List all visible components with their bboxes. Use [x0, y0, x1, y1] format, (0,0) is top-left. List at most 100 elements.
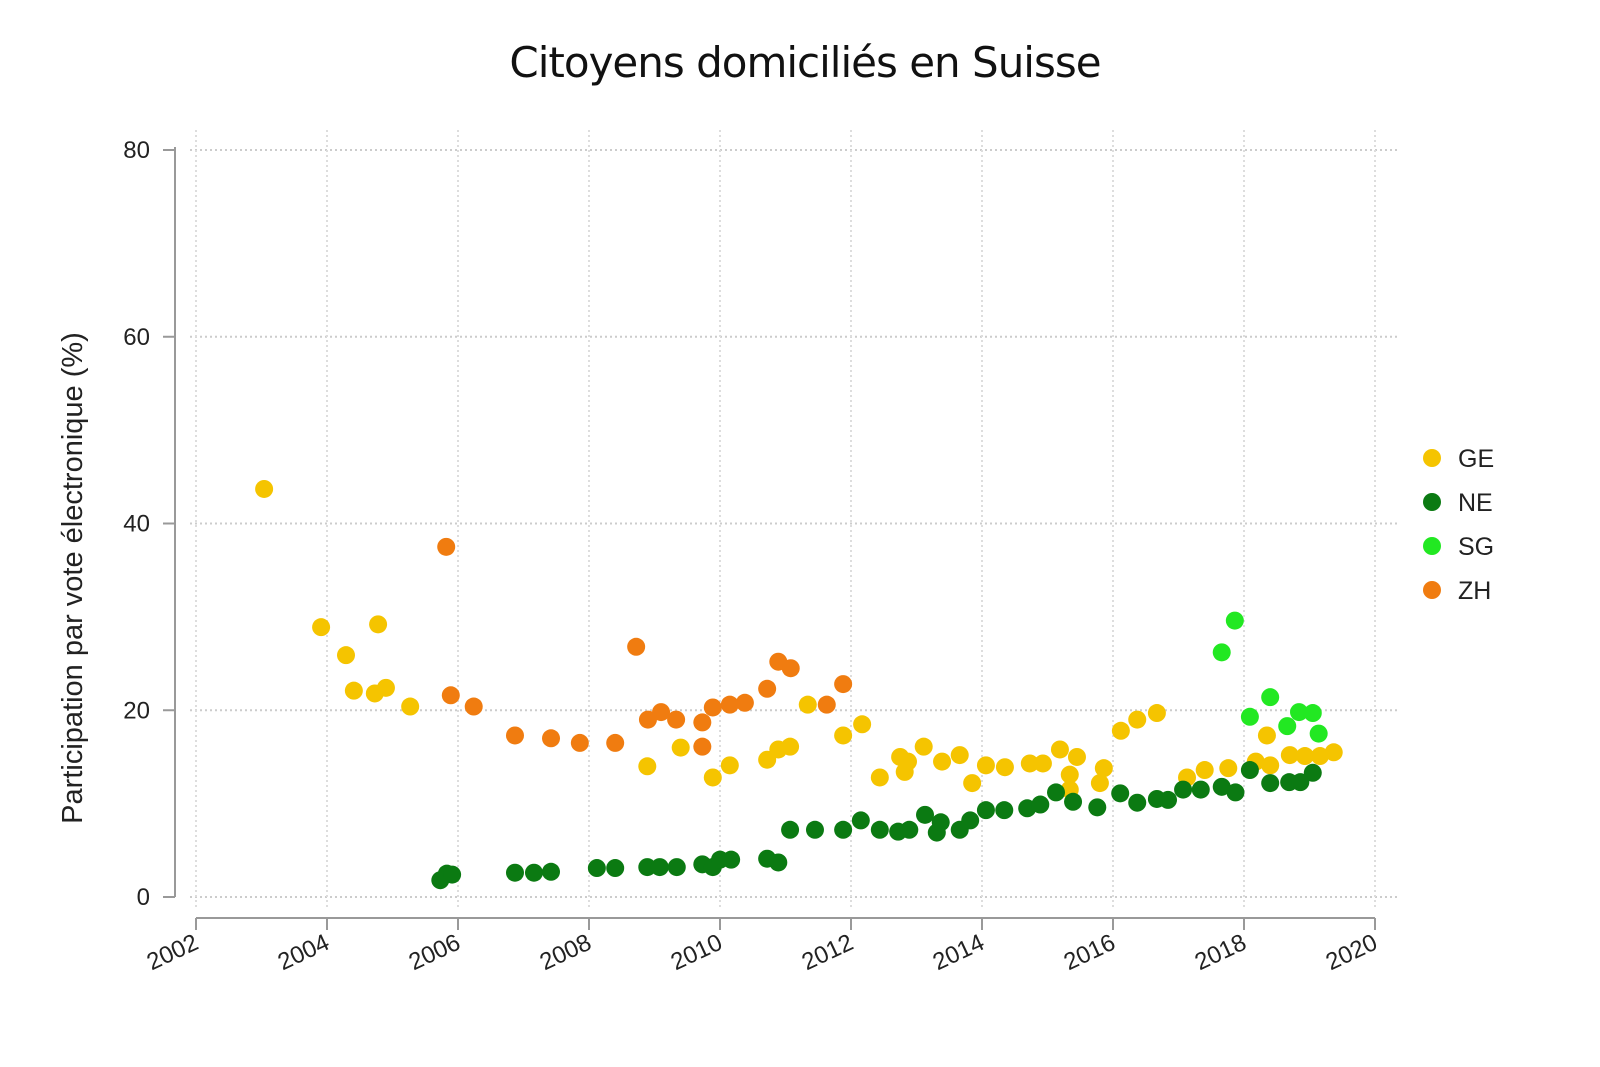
x-tick-label: 2010	[667, 929, 727, 976]
x-tick-label: 2008	[536, 929, 596, 976]
point-ne	[900, 820, 919, 839]
point-ne	[1226, 783, 1245, 802]
point-ne	[1031, 795, 1050, 814]
point-ge	[853, 715, 872, 734]
x-tick-label: 2020	[1322, 929, 1382, 976]
point-ge	[1257, 726, 1276, 745]
point-sg	[1278, 717, 1297, 736]
point-ge	[1020, 754, 1039, 773]
point-ge	[1195, 761, 1214, 780]
point-zh	[758, 679, 777, 698]
point-ne	[870, 820, 889, 839]
point-ne	[805, 820, 824, 839]
point-ge	[834, 726, 853, 745]
chart-title: Citoyens domiciliés en Suisse	[509, 38, 1101, 87]
legend-marker-sg	[1423, 537, 1441, 555]
point-ne	[1240, 761, 1259, 780]
point-sg	[1309, 724, 1328, 743]
point-zh	[693, 713, 712, 732]
point-zh	[781, 659, 800, 678]
point-ne	[1159, 790, 1178, 809]
point-zh	[437, 537, 456, 556]
point-ge	[1219, 759, 1238, 778]
point-zh	[720, 695, 739, 714]
point-zh	[817, 695, 836, 714]
point-ne	[1047, 783, 1066, 802]
point-ne	[995, 801, 1014, 820]
point-ge	[1067, 747, 1086, 766]
point-ne	[976, 801, 995, 820]
point-zh	[703, 698, 722, 717]
point-ne	[961, 811, 980, 830]
point-ge	[369, 615, 388, 634]
point-ne	[505, 863, 524, 882]
point-ne	[1261, 774, 1280, 793]
point-ne	[722, 850, 741, 869]
point-ge	[376, 678, 395, 697]
point-ne	[916, 805, 935, 824]
legend-marker-ne	[1423, 493, 1441, 511]
point-zh	[505, 726, 524, 745]
point-ne	[1191, 780, 1210, 799]
point-ge	[995, 758, 1014, 777]
y-tick-label: 20	[123, 697, 150, 724]
point-ge	[781, 737, 800, 756]
point-ge	[1280, 746, 1299, 765]
point-ne	[587, 859, 606, 878]
point-ge	[1295, 747, 1314, 766]
point-ne	[769, 853, 788, 872]
point-sg	[1290, 703, 1309, 722]
y-tick-label: 80	[123, 137, 150, 164]
point-ge	[1147, 704, 1166, 723]
point-zh	[735, 693, 754, 712]
point-sg	[1303, 704, 1322, 723]
point-ge	[1310, 747, 1329, 766]
point-ne	[1212, 777, 1231, 796]
point-ne	[638, 858, 657, 877]
x-tick-label: 2002	[143, 929, 203, 976]
point-zh	[606, 733, 625, 752]
point-ge	[336, 646, 355, 665]
legend-marker-zh	[1423, 581, 1441, 599]
point-ne	[542, 862, 561, 881]
point-ne	[1128, 793, 1147, 812]
point-ge	[976, 756, 995, 775]
point-ge	[703, 768, 722, 787]
y-axis-label: Participation par vote électronique (%)	[57, 332, 89, 824]
point-ge	[638, 757, 657, 776]
point-zh	[693, 737, 712, 756]
point-sg	[1225, 611, 1244, 630]
point-ge	[898, 752, 917, 771]
point-ge	[671, 738, 690, 757]
point-ge	[1060, 765, 1079, 784]
point-ne	[1111, 784, 1130, 803]
point-ne	[443, 865, 462, 884]
point-ne	[606, 859, 625, 878]
point-ge	[255, 479, 274, 498]
point-zh	[542, 729, 561, 748]
legend-marker-ge	[1423, 449, 1441, 467]
point-zh	[834, 675, 853, 694]
point-ge	[1324, 743, 1343, 762]
point-ne	[1291, 773, 1310, 792]
point-ne	[1174, 780, 1193, 799]
point-ge	[312, 618, 331, 637]
point-ne	[524, 863, 543, 882]
y-tick-label: 60	[123, 324, 150, 351]
point-zh	[570, 733, 589, 752]
y-tick-label: 40	[123, 511, 150, 538]
x-tick-label: 2004	[274, 929, 334, 976]
point-sg	[1212, 643, 1231, 662]
legend-label-zh: ZH	[1458, 577, 1491, 605]
point-ge	[1261, 756, 1280, 775]
legend: GE NE SG ZH	[1423, 445, 1494, 605]
point-ne	[851, 811, 870, 830]
point-ge	[933, 752, 952, 771]
point-ge	[870, 768, 889, 787]
point-ne	[650, 858, 669, 877]
point-zh	[652, 703, 671, 722]
point-sg	[1240, 707, 1259, 726]
point-ge	[914, 737, 933, 756]
point-ne	[1303, 763, 1322, 782]
